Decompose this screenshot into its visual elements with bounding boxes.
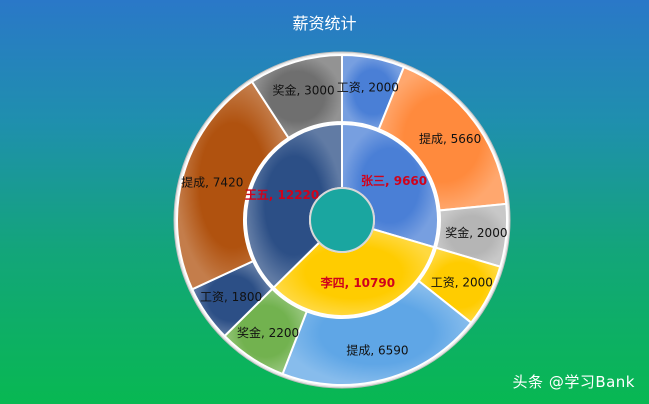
watermark-text: 头条 @学习Bank [512, 373, 635, 391]
outer-ring-label-3: 工资, 2000 [431, 275, 493, 289]
outer-ring-label-8: 奖金, 3000 [273, 83, 335, 98]
outer-ring-slice-highlight-6 [192, 261, 273, 336]
data-labels: 工资, 2000 提成, 5660 奖金, 2000 工资, 2000 提成, 6590… [181, 80, 507, 357]
inner-ring-slice-highlight-1 [273, 229, 435, 316]
outer-ring-slice-highlight-7 [177, 81, 289, 290]
outer-ring-slice-highlight-4 [282, 280, 472, 386]
outer-ring-slice-highlight-1 [378, 67, 507, 211]
outer-ring-slice-highlight-5 [224, 288, 307, 374]
outer-ring-slice-highlight-3 [418, 247, 501, 323]
donut-hole [309, 187, 375, 253]
outer-ring-label-0: 工资, 2000 [337, 80, 399, 94]
inner-ring-slice-highlight-0 [342, 124, 438, 248]
inner-ring-label-1: 李四, 10790 [320, 275, 396, 290]
outer-ring-label-5: 奖金, 2200 [237, 325, 299, 340]
outer-ring-label-7: 提成, 7420 [181, 175, 243, 190]
outer-ring-label-1: 提成, 5660 [419, 131, 481, 146]
outer-ring-label-2: 奖金, 2000 [445, 225, 507, 240]
outer-ring-slice-highlight-0 [342, 55, 404, 130]
outer-ring [176, 53, 508, 386]
outer-ring-label-6: 工资, 1800 [200, 290, 262, 304]
inner-ring-slice-highlight-2 [245, 124, 342, 288]
outer-ring-label-4: 提成, 6590 [346, 342, 408, 357]
inner-ring-label-2: 王五, 12220 [245, 188, 320, 202]
inner-ring-label-0: 张三, 9660 [361, 173, 427, 188]
chart-title: 薪资统计 [292, 14, 357, 33]
outer-ring-slice-highlight-8 [251, 55, 342, 138]
outer-ring-slice-highlight-2 [435, 203, 507, 267]
